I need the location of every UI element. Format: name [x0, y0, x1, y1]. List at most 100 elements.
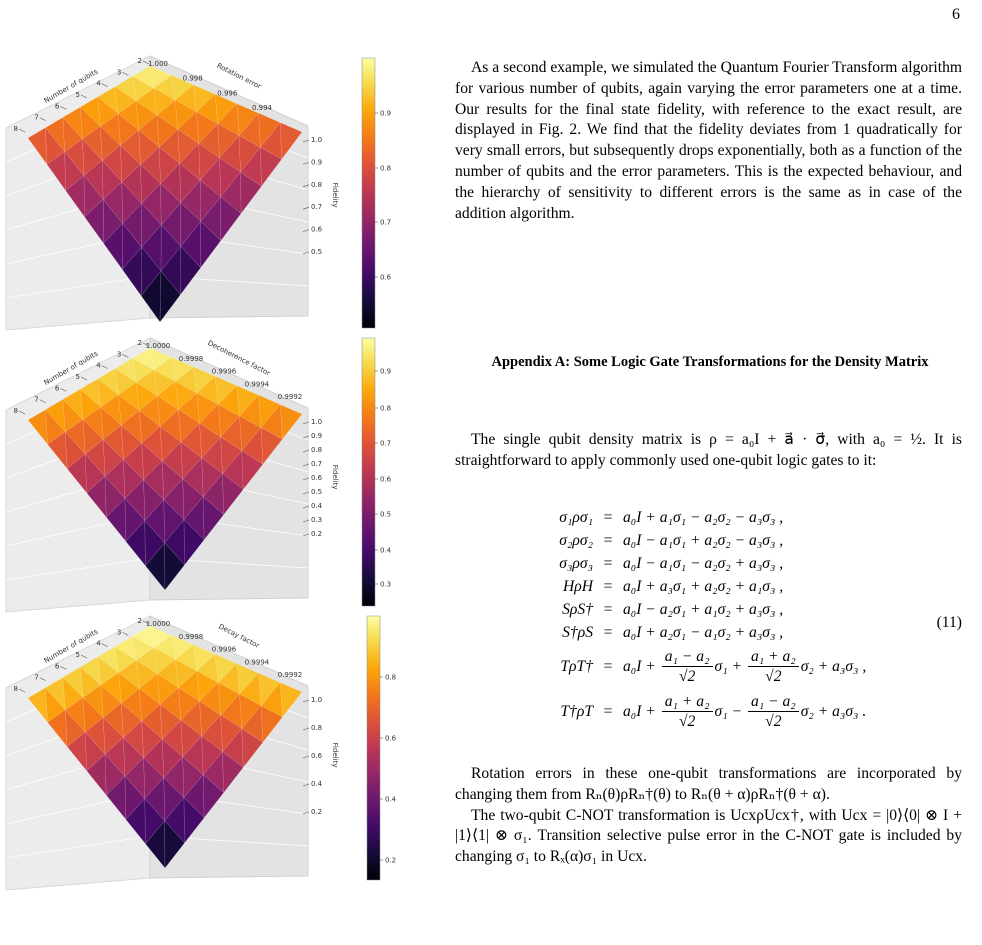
surface-facet — [123, 737, 144, 777]
z-tick-label: 0.2 — [311, 808, 322, 816]
denominator: √2 — [765, 713, 782, 730]
x-tick-label: 8 — [14, 407, 18, 415]
x-tick — [18, 410, 26, 415]
z-tick-label: 0.3 — [311, 516, 322, 524]
paragraph: Rotation errors in these one-qubit trans… — [455, 765, 962, 803]
x-tick-label: 4 — [96, 362, 101, 370]
equation-rhs: a₀I + a₁ + a₂ √2 σ₁ − a₁ − a₂ √2 σ₂ + a₃σ₃ . — [623, 692, 866, 731]
z-tick — [302, 491, 310, 495]
x-tick-label: 8 — [14, 685, 18, 693]
equation-row: HρH = a₀I + a₃σ₁ + a₂σ₂ + a₁σ₃ , — [455, 575, 962, 598]
colorbar-tick-label: 0.8 — [385, 674, 396, 682]
equation-block: (11) σ₁ρσ₁ = a₀I + a₁σ₁ − a₂σ₂ − a₃σ₃ , σ₂ρ… — [455, 506, 962, 734]
surface-facet — [280, 122, 303, 160]
surface-facet — [135, 369, 158, 397]
z-tick — [302, 783, 310, 787]
z-tick — [302, 463, 310, 467]
surface-facet — [80, 666, 102, 698]
x-tick-label: 5 — [76, 651, 80, 659]
y-tick-label: 0.9994 — [245, 380, 270, 388]
colorbar-tick-label: 0.4 — [385, 796, 397, 804]
surface-facet — [258, 112, 281, 148]
z-tick — [302, 139, 310, 143]
equation-term: a₀I − a₂σ₁ + a₁σ₂ + a₃σ₃ , — [623, 600, 784, 618]
surface-facet — [260, 427, 283, 465]
y-tick-label: 0.9992 — [278, 671, 303, 679]
surface-facet — [122, 222, 143, 270]
surface-facet — [179, 163, 201, 203]
equation-term: a₀I + — [623, 702, 660, 720]
z-tick — [302, 505, 310, 509]
surface-facet — [64, 138, 85, 177]
equation-term: a₀I + — [623, 657, 660, 675]
equation-term: σ₂ + a₃σ₃ , — [800, 657, 867, 675]
surface-facet — [220, 196, 242, 242]
surface-facet — [183, 496, 205, 541]
surface-facet — [100, 125, 121, 161]
z-tick — [302, 162, 310, 165]
x-tick-label: 2 — [138, 339, 142, 347]
page-number: 6 — [952, 6, 960, 23]
surface-facet — [140, 270, 162, 323]
equation-term: a₀I + a₃σ₁ + a₂σ₂ + a₁σ₃ , — [623, 577, 784, 595]
text-column: The single qubit density matrix is ρ = a… — [455, 430, 962, 472]
surface-facet — [141, 425, 163, 462]
x-tick-label: 7 — [34, 396, 38, 404]
surface-facet — [103, 198, 123, 244]
fraction: a₁ + a₂ √2 — [661, 692, 713, 731]
colorbar-tick-label: 0.3 — [380, 581, 391, 589]
equals-sign: = — [603, 554, 613, 572]
surface-facet — [157, 673, 179, 705]
equation-rhs: a₀I + a₃σ₁ + a₂σ₂ + a₁σ₃ , — [623, 578, 783, 596]
surface-facet — [124, 497, 146, 542]
colorbar-tick-label: 0.6 — [380, 476, 392, 484]
surface-facet — [182, 756, 204, 799]
surface-facet — [164, 542, 185, 591]
wall-grid — [5, 557, 151, 581]
surface-facet — [156, 99, 179, 130]
paragraph: The two-qubit C-NOT transformation is Uc… — [455, 806, 962, 866]
x-tick-label: 7 — [34, 114, 38, 122]
x-tick — [122, 72, 129, 76]
x-tick — [60, 666, 67, 670]
surface-facet — [132, 635, 155, 661]
z-tick-label: 1.0 — [311, 696, 322, 704]
fraction: a₁ − a₂ √2 — [661, 647, 713, 686]
equation-rhs: a₀I − a₂σ₁ + a₁σ₂ + a₃σ₃ , — [623, 601, 783, 619]
denominator: √2 — [678, 668, 696, 685]
equation-number: (11) — [936, 614, 962, 631]
equation-lhs: TρT† — [560, 657, 593, 675]
surface-facet — [280, 404, 303, 440]
surface-facet — [139, 410, 161, 444]
x-tick — [122, 632, 129, 636]
equation-row: SρS† = a₀I − a₂σ₁ + a₁σ₂ + a₃σ₃ , — [455, 598, 962, 621]
surface-facet — [100, 406, 122, 440]
colorbar-tick-label: 0.4 — [380, 547, 392, 555]
surface-facet — [45, 409, 66, 445]
z-tick — [302, 449, 310, 453]
z-tick — [302, 206, 310, 210]
surface-facet — [162, 738, 184, 779]
surface-facet — [175, 659, 198, 689]
equation-term: a₀I − a₁σ₁ + a₂σ₂ − a₃σ₃ , — [623, 531, 784, 549]
y-tick-label: 1.0000 — [146, 342, 171, 350]
x-tick-label: 6 — [55, 384, 60, 392]
surface-facet — [123, 442, 144, 481]
equals-sign: = — [603, 508, 613, 526]
equation-lhs: T†ρT — [560, 702, 593, 720]
paragraph: The single qubit density matrix is ρ = a… — [455, 431, 962, 469]
z-tick-label: 0.5 — [311, 488, 322, 496]
x-tick — [101, 365, 108, 369]
y-tick-label: 0.994 — [252, 104, 273, 112]
surface-facet — [135, 100, 158, 131]
y-axis-label: Rotation error — [216, 62, 263, 91]
colorbar — [366, 615, 381, 881]
equation-row: TρT† = a₀I + a₁ − a₂ √2 σ₁ + a₁ + a₂ √2 σ₂ + a… — [455, 644, 962, 689]
surface-facet — [177, 128, 200, 164]
surface-facet — [171, 75, 194, 101]
surface-facet — [159, 687, 182, 721]
surface-facet — [114, 646, 137, 674]
equation-row: σ₃ρσ₃ = a₀I − a₁σ₁ − a₂σ₂ + a₃σ₃ , — [455, 552, 962, 575]
